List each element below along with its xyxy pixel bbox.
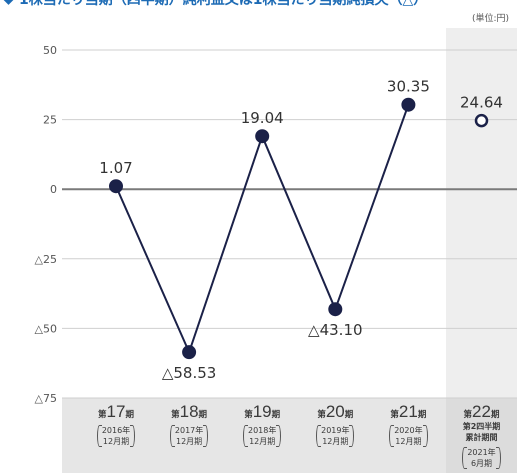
category-period-num: 17 xyxy=(106,402,126,421)
category-period-prefix: 第 xyxy=(390,410,399,420)
x-category-label: 第17期 2016年 12月期 xyxy=(81,402,151,448)
data-point xyxy=(401,97,416,112)
category-fiscal-line: 2016年 xyxy=(101,426,131,435)
unit-label: (単位:円) xyxy=(471,14,509,24)
data-label: 19.04 xyxy=(241,109,284,127)
category-fiscal-line: 12月期 xyxy=(249,437,276,446)
category-period: 第18期 xyxy=(154,402,224,421)
category-period: 第22期 xyxy=(447,402,517,421)
category-fiscal-period: 2016年 12月期 xyxy=(96,425,136,447)
data-point xyxy=(182,345,197,360)
data-label: 24.64 xyxy=(460,94,503,112)
category-period-num: 18 xyxy=(179,402,199,421)
data-label: 1.07 xyxy=(99,159,132,177)
data-point xyxy=(328,302,343,317)
x-category-label: 第19期 2018年 12月期 xyxy=(227,402,297,448)
category-fiscal-period: 2018年 12月期 xyxy=(243,425,282,447)
category-period-num: 19 xyxy=(252,402,272,421)
category-period-prefix: 第 xyxy=(171,410,180,420)
x-category-label: 第22期 第2四半期 累計期間 2021年 6月期 xyxy=(447,402,517,470)
category-period: 第19期 xyxy=(227,402,297,421)
category-period-num: 20 xyxy=(325,402,345,421)
category-period: 第20期 xyxy=(300,402,370,421)
data-label: 30.35 xyxy=(387,78,430,96)
category-period: 第17期 xyxy=(81,402,151,421)
data-label: △43.10 xyxy=(308,321,362,339)
data-point-open xyxy=(474,113,489,128)
y-tick-label: 0 xyxy=(50,183,57,196)
data-point xyxy=(109,179,123,194)
category-fiscal-line: 12月期 xyxy=(322,437,349,446)
category-period-suffix: 期 xyxy=(344,410,354,420)
data-label: △58.53 xyxy=(162,364,216,382)
category-fiscal-line: 2021年 xyxy=(467,448,496,457)
data-point xyxy=(255,129,270,144)
y-tick-label: 25 xyxy=(43,114,57,127)
y-tick-label: △75 xyxy=(35,392,57,405)
category-note: 第2四半期 xyxy=(462,422,501,431)
category-period-prefix: 第 xyxy=(244,410,253,420)
category-fiscal-period: 2021年 6月期 xyxy=(462,447,502,469)
category-fiscal-line: 2020年 xyxy=(394,426,423,435)
category-fiscal-line: 2017年 xyxy=(174,426,204,435)
category-period-suffix: 期 xyxy=(490,410,500,420)
category-fiscal-period: 2019年 12月期 xyxy=(316,425,355,447)
category-period-suffix: 期 xyxy=(271,410,281,420)
category-fiscal-line: 2018年 xyxy=(248,426,277,435)
chart-title-area: 1株当たり当期（四半期）純利益又は1株当たり当期純損失（△） xyxy=(0,0,517,8)
category-period-suffix: 期 xyxy=(417,410,427,420)
x-category-label: 第20期 2019年 12月期 xyxy=(300,402,370,448)
category-note: 累計期間 xyxy=(465,433,498,442)
chart-title: 1株当たり当期（四半期）純利益又は1株当たり当期純損失（△） xyxy=(19,0,428,8)
category-fiscal-line: 12月期 xyxy=(102,437,130,446)
category-fiscal-period: 2020年 12月期 xyxy=(389,425,428,447)
category-fiscal-line: 2019年 xyxy=(321,426,350,435)
category-fiscal-line: 12月期 xyxy=(395,437,422,446)
highlight-column-shade xyxy=(446,28,517,398)
category-period-suffix: 期 xyxy=(125,410,134,420)
x-category-label: 第18期 2017年 12月期 xyxy=(154,402,224,448)
category-period-prefix: 第 xyxy=(317,410,326,420)
category-fiscal-line: 6月期 xyxy=(470,459,493,468)
category-period-prefix: 第 xyxy=(98,410,107,420)
category-band-highlight xyxy=(446,398,517,473)
y-tick-label: △50 xyxy=(35,322,57,335)
x-category-label: 第21期 2020年 12月期 xyxy=(373,402,443,448)
chart-title-row: 1株当たり当期（四半期）純利益又は1株当たり当期純損失（△） xyxy=(2,0,428,8)
category-period-prefix: 第 xyxy=(463,410,473,420)
category-period-num: 22 xyxy=(472,402,491,421)
category-period-num: 21 xyxy=(398,402,418,421)
y-tick-label: 50 xyxy=(43,44,57,57)
y-tick-label: △25 xyxy=(35,253,57,266)
category-period-suffix: 期 xyxy=(198,410,208,420)
category-period: 第21期 xyxy=(373,402,443,421)
category-fiscal-line: 12月期 xyxy=(175,437,203,446)
category-band xyxy=(62,398,517,473)
category-fiscal-period: 2017年 12月期 xyxy=(169,425,209,447)
